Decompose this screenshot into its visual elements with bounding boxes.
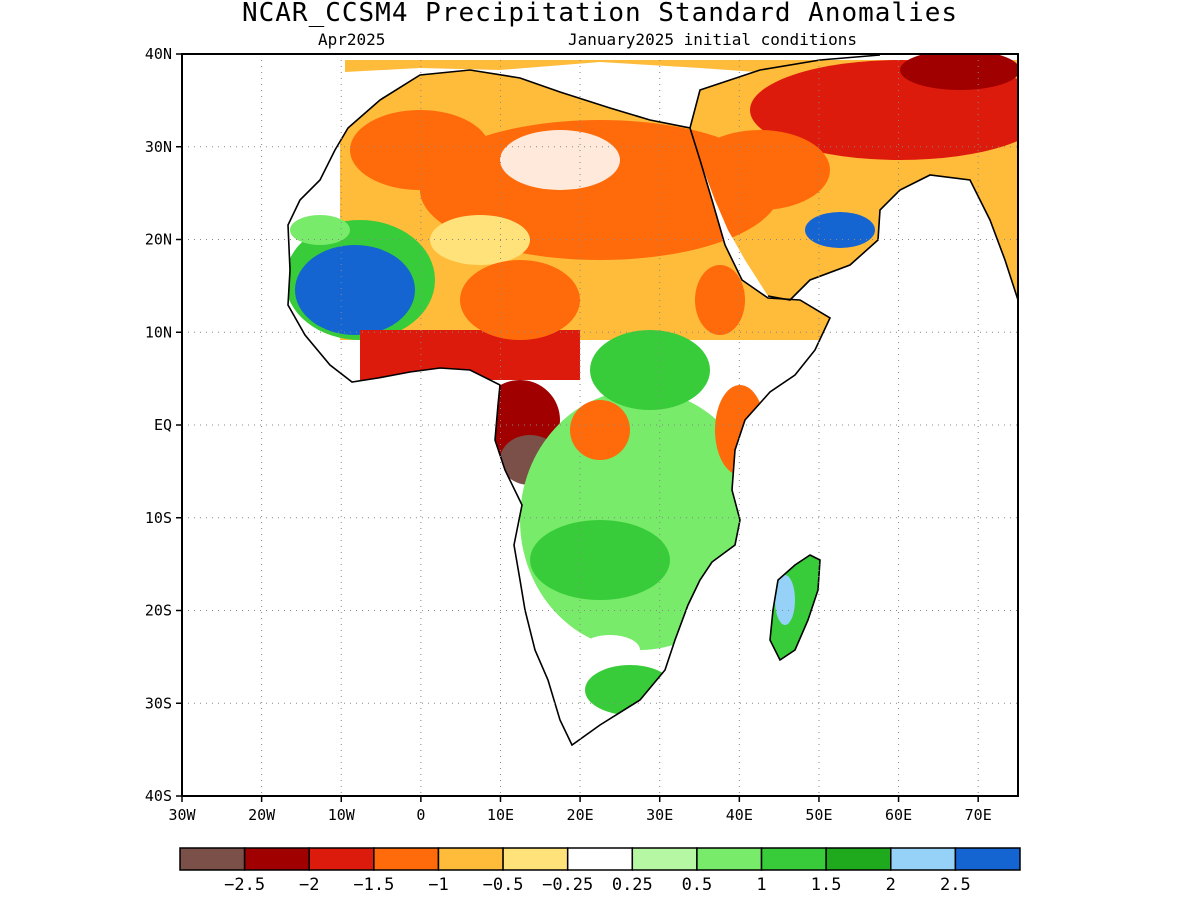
colorbar-swatch [696, 847, 763, 871]
latitude-axis: 40N 30N 20N 10N EQ 10S 20S 30S 40S [145, 45, 182, 805]
oman-wet-anomaly [805, 212, 875, 248]
lat-tick-label: 40S [145, 787, 172, 805]
colorbar-label: −1.5 [353, 875, 394, 895]
colorbar-swatch [890, 847, 957, 871]
colorbar-swatch [760, 847, 827, 871]
colorbar-label: 2 [886, 875, 896, 895]
colorbar-label: −2 [299, 875, 319, 895]
west-africa-wet-anomaly [295, 245, 415, 335]
colorbar-swatch [631, 847, 698, 871]
lat-tick-label: EQ [154, 416, 172, 434]
colorbar-swatch [179, 847, 246, 871]
colorbar-swatch [954, 847, 1021, 871]
lon-tick-label: 40E [726, 806, 753, 824]
colorbar-swatch [437, 847, 504, 871]
lon-tick-label: 0 [416, 806, 425, 824]
coastlines [287, 54, 1018, 747]
colorbar-swatch [373, 847, 440, 871]
lon-tick-label: 70E [965, 806, 992, 824]
colorbar-label: 1 [756, 875, 766, 895]
map-title: NCAR_CCSM4 Precipitation Standard Anomal… [241, 0, 959, 28]
colorbar-swatch [502, 847, 569, 871]
colorbar-label: 1.5 [811, 875, 842, 895]
colorbar-swatch [243, 847, 310, 871]
colorbar-label: −0.5 [483, 875, 524, 895]
longitude-axis: 30W 20W 10W 0 10E 20E 30E 40E 50E 60E 70E [168, 796, 992, 824]
colorbar-label: 0.25 [612, 875, 653, 895]
colorbar: −2.5 −2 −1.5 −1 −0.5 −0.25 0.25 0.5 1 1.5 2 2.5 [179, 847, 1021, 895]
grid-lines [182, 54, 1018, 796]
lat-tick-label: 20S [145, 602, 172, 620]
lat-tick-label: 30S [145, 694, 172, 712]
initial-conditions: January2025 initial conditions [568, 30, 857, 49]
lon-tick-label: 20E [567, 806, 594, 824]
colorbar-label: −2.5 [224, 875, 265, 895]
colorbar-label: −1 [428, 875, 448, 895]
lon-tick-label: 10E [487, 806, 514, 824]
lon-tick-label: 20W [248, 806, 276, 824]
lon-tick-label: 50E [805, 806, 832, 824]
lat-tick-label: 20N [145, 231, 172, 249]
lon-tick-label: 30E [646, 806, 673, 824]
colorbar-swatch [566, 847, 634, 871]
lat-tick-label: 40N [145, 45, 172, 63]
lon-tick-label: 60E [885, 806, 912, 824]
colorbar-swatch [308, 847, 375, 871]
lat-tick-label: 10N [145, 323, 172, 341]
colorbar-label: 2.5 [940, 875, 971, 895]
colorbar-swatch [825, 847, 892, 871]
lat-tick-label: 10S [145, 509, 172, 527]
forecast-month: Apr2025 [318, 30, 386, 49]
lat-tick-label: 30N [145, 138, 172, 156]
lon-tick-label: 30W [168, 806, 196, 824]
colorbar-label: −0.25 [542, 875, 593, 895]
colorbar-label: 0.5 [682, 875, 713, 895]
lon-tick-label: 10W [328, 806, 356, 824]
